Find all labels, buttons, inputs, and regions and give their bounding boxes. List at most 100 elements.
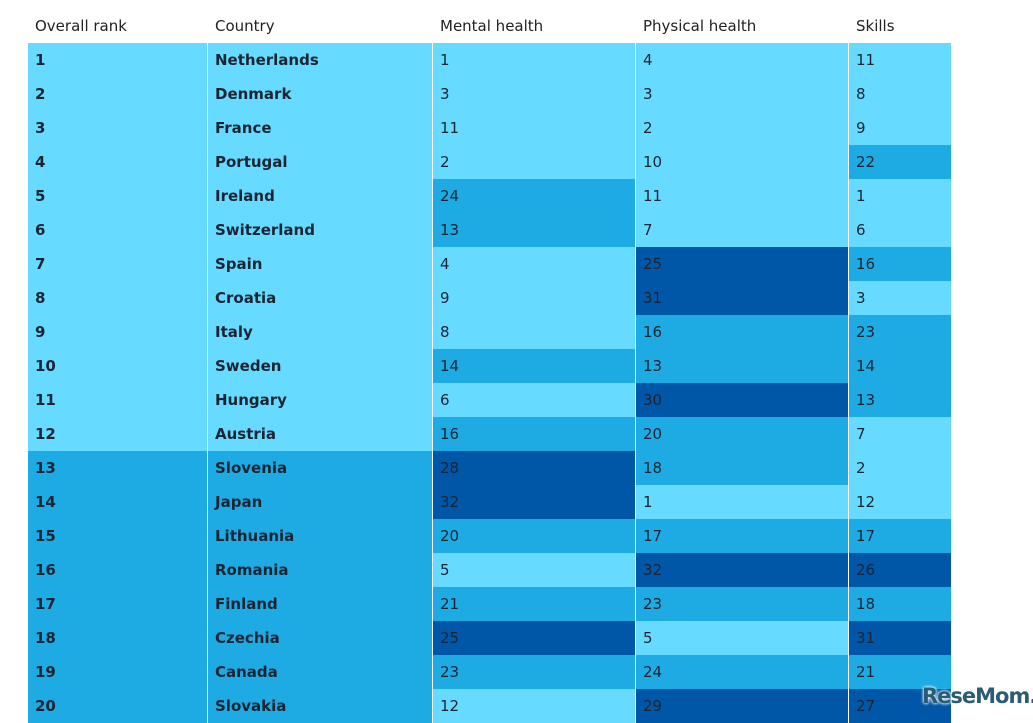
mental-health-cell: 21 bbox=[433, 587, 636, 621]
physical-health-cell: 11 bbox=[636, 179, 849, 213]
skills-cell: 6 bbox=[849, 213, 951, 247]
country-cell: Netherlands bbox=[208, 43, 433, 77]
table-row: 18 Czechia 25 5 31 bbox=[28, 621, 951, 655]
overall-rank-cell: 11 bbox=[28, 383, 208, 417]
skills-cell: 26 bbox=[849, 553, 951, 587]
table-row: 11 Hungary 6 30 13 bbox=[28, 383, 951, 417]
overall-rank-cell: 17 bbox=[28, 587, 208, 621]
country-cell: Italy bbox=[208, 315, 433, 349]
country-cell: Finland bbox=[208, 587, 433, 621]
physical-health-cell: 24 bbox=[636, 655, 849, 689]
physical-health-cell: 7 bbox=[636, 213, 849, 247]
mental-health-cell: 25 bbox=[433, 621, 636, 655]
skills-cell: 8 bbox=[849, 77, 951, 111]
skills-cell: 3 bbox=[849, 281, 951, 315]
table-row: 4 Portugal 2 10 22 bbox=[28, 145, 951, 179]
table-row: 15 Lithuania 20 17 17 bbox=[28, 519, 951, 553]
physical-health-cell: 23 bbox=[636, 587, 849, 621]
mental-health-cell: 13 bbox=[433, 213, 636, 247]
overall-rank-cell: 12 bbox=[28, 417, 208, 451]
table-row: 5 Ireland 24 11 1 bbox=[28, 179, 951, 213]
country-cell: Canada bbox=[208, 655, 433, 689]
skills-cell: 31 bbox=[849, 621, 951, 655]
header-skills: Skills bbox=[856, 17, 895, 35]
country-cell: Slovakia bbox=[208, 689, 433, 723]
table-row: 9 Italy 8 16 23 bbox=[28, 315, 951, 349]
country-cell: Romania bbox=[208, 553, 433, 587]
physical-health-cell: 4 bbox=[636, 43, 849, 77]
country-cell: Portugal bbox=[208, 145, 433, 179]
country-cell: Slovenia bbox=[208, 451, 433, 485]
overall-rank-cell: 7 bbox=[28, 247, 208, 281]
physical-health-cell: 17 bbox=[636, 519, 849, 553]
country-cell: Lithuania bbox=[208, 519, 433, 553]
table-row: 8 Croatia 9 31 3 bbox=[28, 281, 951, 315]
table-row: 14 Japan 32 1 12 bbox=[28, 485, 951, 519]
overall-rank-cell: 13 bbox=[28, 451, 208, 485]
physical-health-cell: 2 bbox=[636, 111, 849, 145]
physical-health-cell: 16 bbox=[636, 315, 849, 349]
physical-health-cell: 5 bbox=[636, 621, 849, 655]
country-cell: Hungary bbox=[208, 383, 433, 417]
table-row: 7 Spain 4 25 16 bbox=[28, 247, 951, 281]
physical-health-cell: 20 bbox=[636, 417, 849, 451]
country-cell: Denmark bbox=[208, 77, 433, 111]
table-row: 17 Finland 21 23 18 bbox=[28, 587, 951, 621]
overall-rank-cell: 8 bbox=[28, 281, 208, 315]
mental-health-cell: 23 bbox=[433, 655, 636, 689]
country-cell: Austria bbox=[208, 417, 433, 451]
table-row: 19 Canada 23 24 21 bbox=[28, 655, 951, 689]
mental-health-cell: 6 bbox=[433, 383, 636, 417]
physical-health-cell: 13 bbox=[636, 349, 849, 383]
table-row: 2 Denmark 3 3 8 bbox=[28, 77, 951, 111]
skills-cell: 9 bbox=[849, 111, 951, 145]
overall-rank-cell: 3 bbox=[28, 111, 208, 145]
mental-health-cell: 4 bbox=[433, 247, 636, 281]
overall-rank-cell: 5 bbox=[28, 179, 208, 213]
table-row: 6 Switzerland 13 7 6 bbox=[28, 213, 951, 247]
physical-health-cell: 1 bbox=[636, 485, 849, 519]
mental-health-cell: 14 bbox=[433, 349, 636, 383]
physical-health-cell: 3 bbox=[636, 77, 849, 111]
mental-health-cell: 2 bbox=[433, 145, 636, 179]
country-cell: Switzerland bbox=[208, 213, 433, 247]
skills-cell: 2 bbox=[849, 451, 951, 485]
table-row: 12 Austria 16 20 7 bbox=[28, 417, 951, 451]
skills-cell: 17 bbox=[849, 519, 951, 553]
overall-rank-cell: 20 bbox=[28, 689, 208, 723]
country-cell: France bbox=[208, 111, 433, 145]
skills-cell: 27 bbox=[849, 689, 951, 723]
mental-health-cell: 28 bbox=[433, 451, 636, 485]
mental-health-cell: 5 bbox=[433, 553, 636, 587]
overall-rank-cell: 4 bbox=[28, 145, 208, 179]
overall-rank-cell: 1 bbox=[28, 43, 208, 77]
country-cell: Ireland bbox=[208, 179, 433, 213]
mental-health-cell: 9 bbox=[433, 281, 636, 315]
overall-rank-cell: 14 bbox=[28, 485, 208, 519]
mental-health-cell: 16 bbox=[433, 417, 636, 451]
skills-cell: 16 bbox=[849, 247, 951, 281]
mental-health-cell: 1 bbox=[433, 43, 636, 77]
table-row: 10 Sweden 14 13 14 bbox=[28, 349, 951, 383]
resemom-logo: ReseMom. bbox=[922, 684, 1033, 708]
overall-rank-cell: 19 bbox=[28, 655, 208, 689]
skills-cell: 22 bbox=[849, 145, 951, 179]
overall-rank-cell: 10 bbox=[28, 349, 208, 383]
country-cell: Czechia bbox=[208, 621, 433, 655]
overall-rank-cell: 18 bbox=[28, 621, 208, 655]
header-physical-health: Physical health bbox=[643, 17, 757, 35]
mental-health-cell: 12 bbox=[433, 689, 636, 723]
skills-cell: 21 bbox=[849, 655, 951, 689]
header-mental-health: Mental health bbox=[440, 17, 544, 35]
table-row: 1 Netherlands 1 4 11 bbox=[28, 43, 951, 77]
skills-cell: 13 bbox=[849, 383, 951, 417]
mental-health-cell: 11 bbox=[433, 111, 636, 145]
mental-health-cell: 24 bbox=[433, 179, 636, 213]
skills-cell: 14 bbox=[849, 349, 951, 383]
overall-rank-cell: 15 bbox=[28, 519, 208, 553]
physical-health-cell: 30 bbox=[636, 383, 849, 417]
skills-cell: 12 bbox=[849, 485, 951, 519]
overall-rank-cell: 6 bbox=[28, 213, 208, 247]
table-row: 16 Romania 5 32 26 bbox=[28, 553, 951, 587]
overall-rank-cell: 16 bbox=[28, 553, 208, 587]
